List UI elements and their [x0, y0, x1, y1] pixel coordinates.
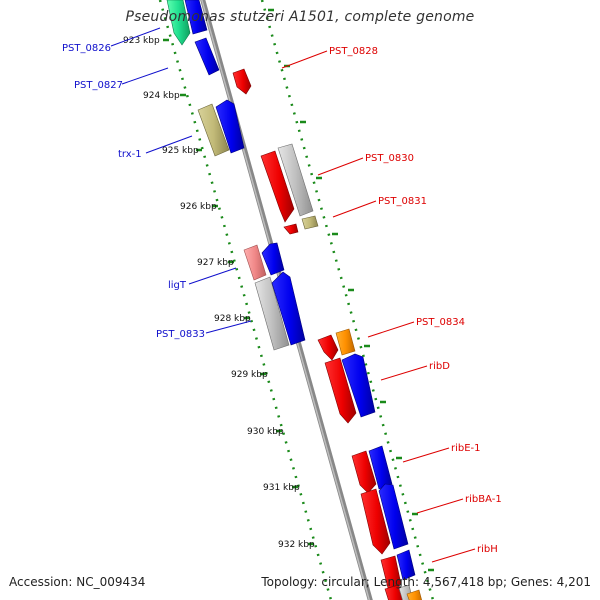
tick-label: 930 kbp — [247, 427, 284, 437]
gene-red-ribBA1 — [360, 488, 391, 555]
gene-label-ribE1: ribE-1 — [451, 443, 481, 454]
gene-red-ribD — [324, 357, 357, 424]
gene-blue-pst0827 — [194, 37, 220, 76]
gene-blue-ribH — [396, 549, 416, 581]
tick-label: 928 kbp — [214, 314, 251, 324]
gene-label-ribBA1: ribBA-1 — [465, 494, 502, 505]
gene-red-pst0828 — [232, 68, 252, 95]
gene-label-pst0831: PST_0831 — [378, 196, 427, 207]
tick-labels: 923 kbp 924 kbp 925 kbp 926 kbp 927 kbp … — [123, 36, 315, 550]
gene-label-ribD: ribD — [429, 361, 450, 372]
gene-teal — [166, 0, 191, 46]
gene-blue-ribBA1 — [378, 483, 409, 550]
gene-label-pst0833: PST_0833 — [156, 329, 205, 340]
gene-blue-trx-neighbor — [215, 99, 245, 154]
gene-label-pst0827: PST_0827 — [74, 80, 123, 91]
tick-label: 925 kbp — [162, 146, 199, 156]
tick-marks — [163, 38, 314, 546]
gene-features — [166, 0, 422, 600]
gene-label-ribH: ribH — [477, 544, 498, 555]
gene-blue-ligT — [261, 242, 285, 276]
gene-blue-pst0833 — [271, 271, 306, 346]
gene-olive-pst0831 — [301, 215, 319, 230]
tick-label: 931 kbp — [263, 483, 300, 493]
tick-label: 932 kbp — [278, 540, 315, 550]
left-leaders — [110, 27, 252, 334]
genome-summary-text: Topology: circular; Length: 4,567,418 bp… — [261, 575, 591, 589]
right-leaders — [281, 50, 476, 563]
gene-gray-pst0833 — [254, 276, 290, 351]
gene-red-ribH — [380, 555, 402, 589]
right-gene-labels: PST_0828 PST_0830 PST_0831 PST_0834 ribD… — [329, 46, 502, 555]
tick-label: 923 kbp — [123, 36, 160, 46]
tick-label: 927 kbp — [197, 258, 234, 268]
gene-blue-ribD — [341, 353, 376, 418]
gene-red-pst0831 — [283, 223, 299, 235]
gene-blue-top — [184, 0, 208, 35]
gene-label-ligT: ligT — [168, 280, 187, 291]
gene-label-pst0834: PST_0834 — [416, 317, 465, 328]
left-gene-labels: PST_0826 PST_0827 trx-1 ligT PST_0833 — [62, 43, 205, 340]
gene-pink-ligT — [243, 244, 267, 281]
gene-orange-pst0834 — [335, 328, 356, 356]
gene-red-pst0834 — [317, 334, 339, 361]
gene-red-ribE1 — [351, 450, 377, 494]
gene-gray-pst0830 — [277, 143, 314, 217]
gene-label-pst0826: PST_0826 — [62, 43, 111, 54]
map-title: Pseudomonas stutzeri A1501, complete gen… — [125, 9, 475, 25]
tick-label: 929 kbp — [231, 370, 268, 380]
gene-label-trx1: trx-1 — [118, 149, 142, 160]
gene-blue-ribE1 — [368, 445, 393, 490]
gene-red-pst0830 — [260, 150, 295, 223]
gene-orange-bottom — [406, 589, 422, 600]
gene-olive-trx1 — [197, 103, 230, 157]
tick-label: 924 kbp — [143, 91, 180, 101]
tick-label: 926 kbp — [180, 202, 217, 212]
gene-label-pst0830: PST_0830 — [365, 153, 414, 164]
accession-text: Accession: NC_009434 — [9, 575, 146, 589]
gene-label-pst0828: PST_0828 — [329, 46, 378, 57]
